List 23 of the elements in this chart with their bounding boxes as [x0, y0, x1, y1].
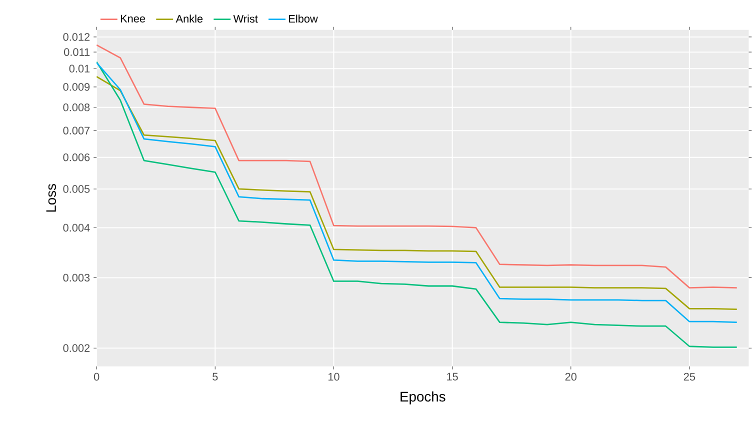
y-tick-label: 0.003 — [63, 274, 90, 282]
x-tick-label: 20 — [565, 372, 576, 381]
y-tick-label: 0.004 — [63, 224, 90, 232]
y-tick-label: 0.002 — [63, 344, 90, 352]
legend-label: Knee — [120, 14, 146, 22]
y-tick-label: 0.006 — [63, 153, 90, 162]
y-tick-label: 0.009 — [63, 83, 90, 91]
x-tick-label: 0 — [94, 372, 100, 381]
y-tick-label: 0.012 — [63, 33, 90, 41]
y-tick-label: 0.005 — [63, 185, 90, 193]
y-tick-label: 0.01 — [69, 64, 90, 72]
legend-label: Ankle — [176, 14, 203, 23]
x-tick-label: 25 — [684, 372, 696, 381]
y-tick-label: 0.007 — [63, 126, 90, 134]
x-tick-label: 10 — [328, 372, 340, 381]
x-tick-label: 15 — [447, 372, 458, 380]
y-tick-label: 0.008 — [63, 103, 90, 112]
x-axis-title: Epochs — [400, 391, 446, 404]
y-axis-title: Loss — [46, 184, 56, 212]
legend-label: Elbow — [289, 14, 318, 23]
y-tick-label: 0.011 — [64, 48, 90, 56]
x-tick-label: 5 — [212, 372, 218, 380]
legend-label: Wrist — [233, 14, 258, 23]
